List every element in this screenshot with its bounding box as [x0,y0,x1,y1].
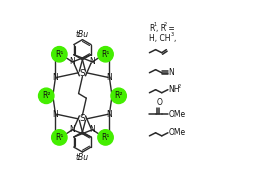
Text: N: N [90,125,95,134]
Text: R²: R² [42,91,51,100]
Circle shape [52,130,67,145]
Circle shape [52,46,67,62]
Circle shape [98,130,113,145]
Circle shape [111,88,126,104]
Text: N: N [106,110,112,119]
Text: tBu: tBu [76,30,89,39]
Text: 1: 1 [153,22,156,27]
Text: =: = [166,24,175,33]
Text: H, CH: H, CH [149,34,171,43]
Text: OMe: OMe [169,128,186,137]
Text: R: R [149,24,155,33]
Text: S: S [80,114,85,123]
Text: N: N [169,68,174,77]
Text: R¹: R¹ [55,50,64,59]
Text: R¹: R¹ [101,50,110,59]
Text: R²: R² [114,91,123,100]
Text: N: N [90,57,95,67]
Text: R¹: R¹ [55,133,64,142]
Text: O: O [156,98,162,107]
Circle shape [98,46,113,62]
Text: OMe: OMe [169,110,186,119]
Text: , R: , R [156,24,166,33]
Text: R¹: R¹ [101,133,110,142]
Text: N: N [53,73,58,82]
Text: S: S [80,69,85,78]
Text: 2: 2 [164,22,167,27]
Text: 2: 2 [178,84,181,88]
Text: tBu: tBu [76,153,89,162]
Text: NH: NH [169,85,180,94]
Text: ,: , [173,34,176,43]
Text: N: N [106,73,112,82]
Text: N: N [70,57,75,67]
Text: N: N [70,125,75,134]
Text: N: N [53,110,58,119]
Text: 3: 3 [171,32,174,37]
Circle shape [39,88,54,104]
